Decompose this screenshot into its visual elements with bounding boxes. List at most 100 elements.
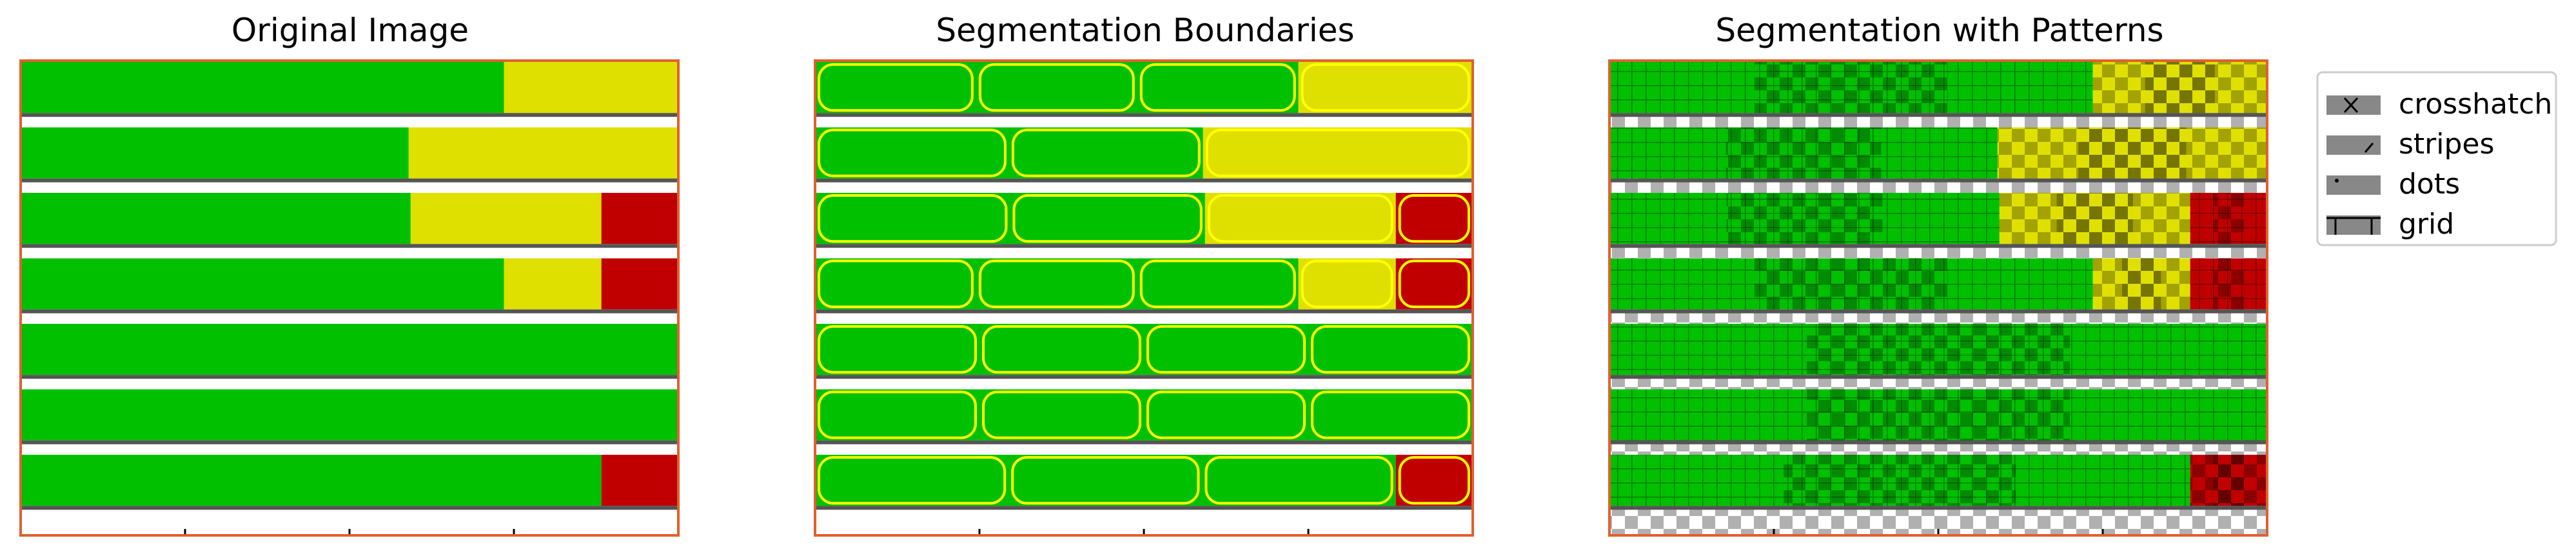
row-divider — [1609, 506, 2267, 510]
bar-row — [21, 62, 678, 117]
bar-segment-green — [815, 62, 1299, 114]
dots-icon — [2326, 175, 2381, 195]
bar-segment-green — [815, 193, 1205, 244]
segment-boundary — [1139, 63, 1296, 112]
legend-label: grid — [2399, 208, 2454, 241]
legend: crosshatch stripes dots grid — [2316, 71, 2557, 246]
segment-boundary — [1207, 194, 1393, 243]
bar-segment-pattern-inner — [1807, 324, 2070, 375]
panel-boundaries — [814, 59, 1474, 537]
bar-segment-red — [1395, 258, 1473, 310]
bar-segment-green — [21, 324, 678, 375]
segment-boundary — [978, 259, 1135, 308]
bar-row — [815, 324, 1473, 379]
segment-boundary — [1311, 390, 1470, 439]
bar-segment-yellow — [410, 193, 602, 244]
bar-segment-red — [1395, 455, 1473, 506]
row-divider — [21, 113, 678, 117]
row-divider — [21, 375, 678, 379]
bar-row — [815, 455, 1473, 510]
panel-title-patterns: Segmentation with Patterns — [1715, 12, 2164, 49]
row-divider — [21, 309, 678, 313]
bar-segment-green — [21, 389, 678, 441]
row-divider — [815, 178, 1473, 183]
bar-segment-pattern-inner — [2145, 62, 2215, 114]
segment-boundary — [818, 390, 977, 439]
bar-row — [815, 258, 1473, 313]
bar-segment-pattern-inner — [1754, 258, 1948, 310]
segment-boundary — [818, 456, 1007, 505]
bar-row — [21, 258, 678, 313]
row-divider — [1609, 113, 2267, 117]
panel-frame — [1608, 59, 2268, 537]
bar-segment-pattern-inner — [1754, 62, 1948, 114]
dots-mark — [2335, 179, 2339, 183]
segment-boundary — [1398, 194, 1470, 243]
bar-segment-green — [815, 324, 1473, 375]
bar-segment-red — [601, 193, 678, 244]
segment-boundary — [1204, 456, 1393, 505]
bar-row — [1609, 324, 2267, 379]
legend-entry-crosshatch: crosshatch — [2326, 88, 2552, 121]
row-divider — [1609, 178, 2267, 183]
row-divider — [21, 178, 678, 183]
segment-boundary — [1205, 128, 1471, 177]
bar-segment-red — [601, 455, 678, 506]
bar-segment-green — [815, 127, 1203, 179]
bar-segment-pattern-inner — [2213, 455, 2245, 506]
bar-row — [815, 62, 1473, 117]
bar-segment-yellow — [504, 258, 602, 310]
legend-entry-dots: dots — [2326, 168, 2460, 201]
grid-mark — [2326, 217, 2381, 235]
row-divider — [21, 244, 678, 248]
row-divider — [815, 440, 1473, 444]
bar-segment-yellow — [504, 62, 678, 114]
bar-segment-pattern-inner — [2213, 193, 2245, 244]
bar-row — [815, 127, 1473, 183]
segment-boundary — [818, 128, 1007, 177]
bar-segment-pattern-inner — [1784, 455, 2016, 506]
row-divider — [1609, 440, 2267, 444]
bar-row — [1609, 455, 2267, 510]
legend-label: dots — [2399, 168, 2460, 201]
bar-segment-green — [21, 258, 504, 310]
segment-boundary — [818, 194, 1008, 243]
bar-segment-green — [21, 455, 602, 506]
panel-original — [19, 59, 680, 537]
row-divider — [815, 375, 1473, 379]
bar-row — [21, 127, 678, 183]
bar-row — [1609, 127, 2267, 183]
bar-row — [21, 455, 678, 510]
row-divider — [21, 506, 678, 510]
segment-boundary — [1146, 390, 1306, 439]
bar-segment-green — [21, 127, 409, 179]
row-divider — [815, 309, 1473, 313]
panel-title-original: Original Image — [231, 12, 469, 49]
row-divider — [815, 113, 1473, 117]
segment-boundary — [1146, 325, 1306, 374]
bar-segment-green — [815, 389, 1473, 441]
bar-row — [1609, 258, 2267, 313]
segment-boundary — [1301, 63, 1470, 112]
row-divider — [815, 244, 1473, 248]
legend-entry-grid: grid — [2326, 208, 2454, 241]
bar-row — [21, 324, 678, 379]
row-divider — [1609, 244, 2267, 248]
segment-boundary — [1011, 456, 1200, 505]
bar-row — [1609, 62, 2267, 117]
bar-segment-pattern-inner — [2056, 193, 2133, 244]
bar-segment-yellow — [1204, 193, 1396, 244]
panel-frame — [19, 59, 680, 537]
segment-boundary — [982, 325, 1141, 374]
segment-boundary — [978, 63, 1135, 112]
segment-boundary — [982, 390, 1141, 439]
legend-label: crosshatch — [2399, 88, 2552, 121]
row-divider — [21, 440, 678, 444]
bar-segment-pattern-inner — [2078, 127, 2187, 179]
bar-segment-pattern-inner — [1726, 127, 1882, 179]
segment-boundary — [1398, 456, 1470, 505]
bar-segment-pattern-inner — [2213, 258, 2245, 310]
crosshatch-icon — [2326, 95, 2381, 115]
segment-boundary — [818, 325, 977, 374]
